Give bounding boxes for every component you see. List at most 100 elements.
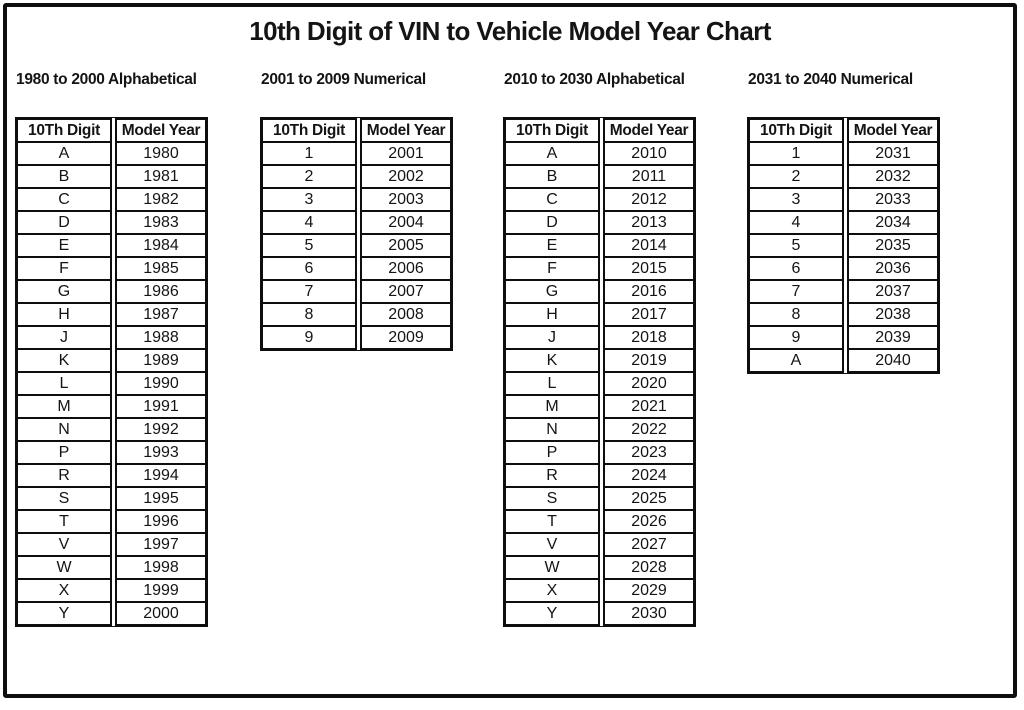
digit-cell: T	[18, 509, 110, 532]
digit-cell: 3	[750, 187, 842, 210]
year-cell: 1984	[117, 233, 205, 256]
year-cell: 2040	[849, 348, 937, 371]
year-column: Model Year 2010 2011 2012 2013 2014 2015 2016 20…	[603, 118, 695, 626]
year-cell: 2003	[362, 187, 450, 210]
year-cell: 2020	[605, 371, 693, 394]
year-cell: 2016	[605, 279, 693, 302]
year-cell: 1997	[117, 532, 205, 555]
digit-header-cell: 10Th Digit	[273, 121, 345, 139]
digit-column: 10Th Digit A B C D E F G H J K L M N P R S T V W X Y	[16, 118, 112, 626]
digit-cell: 1	[750, 141, 842, 164]
digit-cell: X	[18, 578, 110, 601]
year-cell: 2034	[849, 210, 937, 233]
digit-cell: V	[18, 532, 110, 555]
digit-cell: H	[18, 302, 110, 325]
digit-cell: K	[506, 348, 598, 371]
year-cell: 2015	[605, 256, 693, 279]
year-cell: 2038	[849, 302, 937, 325]
year-cell: 1999	[117, 578, 205, 601]
year-cell: 1983	[117, 210, 205, 233]
year-column: Model Year 1980 1981 1982 1983 1984 1985 1986 19…	[115, 118, 207, 626]
vin-table: 10Th Digit 1 2 3 4 5 6 7 8 9 A Model Year 2031 2032 20…	[747, 117, 940, 374]
digit-cell: 6	[750, 256, 842, 279]
digit-cell: G	[18, 279, 110, 302]
page-border: 10th Digit of VIN to Vehicle Model Year …	[3, 3, 1017, 698]
year-cell: 1991	[117, 394, 205, 417]
digit-cell: 9	[750, 325, 842, 348]
digit-cell: P	[18, 440, 110, 463]
year-cell: 2030	[605, 601, 693, 624]
digit-cell: J	[506, 325, 598, 348]
digit-cell: X	[506, 578, 598, 601]
digit-cell: K	[18, 348, 110, 371]
year-cell: 2014	[605, 233, 693, 256]
digit-cell: A	[18, 141, 110, 164]
year-cell: 2031	[849, 141, 937, 164]
digit-cell: W	[18, 555, 110, 578]
digit-cell: V	[506, 532, 598, 555]
digit-cell: A	[506, 141, 598, 164]
year-cell: 2025	[605, 486, 693, 509]
year-cell: 2011	[605, 164, 693, 187]
page-title: 10th Digit of VIN to Vehicle Model Year …	[249, 16, 771, 46]
digit-cell: T	[506, 509, 598, 532]
year-cell: 2001	[362, 141, 450, 164]
digit-cell: C	[506, 187, 598, 210]
year-cell: 2008	[362, 302, 450, 325]
year-cell: 2036	[849, 256, 937, 279]
year-cell: 2007	[362, 279, 450, 302]
year-cell: 1986	[117, 279, 205, 302]
year-cell: 1989	[117, 348, 205, 371]
digit-cell: 1	[263, 141, 355, 164]
vin-table: 10Th Digit A B C D E F G H J K L M N P R S T V W X Y Model Yea…	[503, 117, 696, 627]
digit-cell: G	[506, 279, 598, 302]
year-cell: 2009	[362, 325, 450, 348]
digit-cell: 4	[263, 210, 355, 233]
year-cell: 2024	[605, 463, 693, 486]
year-cell: 2029	[605, 578, 693, 601]
year-cell: 1993	[117, 440, 205, 463]
digit-cell: Y	[18, 601, 110, 624]
year-cell: 2039	[849, 325, 937, 348]
year-header-cell: Model Year	[853, 121, 933, 139]
digit-cell: 8	[263, 302, 355, 325]
digit-cell: D	[506, 210, 598, 233]
digit-cell: N	[506, 417, 598, 440]
year-cell: 1995	[117, 486, 205, 509]
year-cell: 2010	[605, 141, 693, 164]
year-cell: 1998	[117, 555, 205, 578]
digit-cell: N	[18, 417, 110, 440]
digit-cell: 7	[750, 279, 842, 302]
digit-cell: B	[506, 164, 598, 187]
year-cell: 1992	[117, 417, 205, 440]
digit-cell: E	[18, 233, 110, 256]
year-cell: 1994	[117, 463, 205, 486]
year-cell: 1996	[117, 509, 205, 532]
digit-cell: S	[506, 486, 598, 509]
year-cell: 2005	[362, 233, 450, 256]
digit-cell: F	[18, 256, 110, 279]
year-cell: 1990	[117, 371, 205, 394]
year-cell: 2013	[605, 210, 693, 233]
year-cell: 2002	[362, 164, 450, 187]
digit-cell: R	[18, 463, 110, 486]
digit-cell: D	[18, 210, 110, 233]
year-column: Model Year 2001 2002 2003 2004 2005 2006 2007 20…	[360, 118, 452, 350]
digit-cell: 7	[263, 279, 355, 302]
digit-cell: A	[750, 348, 842, 371]
digit-header-cell: 10Th Digit	[28, 121, 100, 139]
year-cell: 2023	[605, 440, 693, 463]
year-header-cell: Model Year	[121, 121, 201, 139]
year-cell: 2027	[605, 532, 693, 555]
year-cell: 1985	[117, 256, 205, 279]
digit-cell: 2	[750, 164, 842, 187]
year-cell: 2028	[605, 555, 693, 578]
year-cell: 2035	[849, 233, 937, 256]
vin-table: 10Th Digit 1 2 3 4 5 6 7 8 9 Model Year 2001 2002 200…	[260, 117, 453, 351]
digit-cell: M	[506, 394, 598, 417]
digit-cell: 2	[263, 164, 355, 187]
digit-header-cell: 10Th Digit	[760, 121, 832, 139]
year-cell: 2000	[117, 601, 205, 624]
year-cell: 2033	[849, 187, 937, 210]
year-cell: 2019	[605, 348, 693, 371]
